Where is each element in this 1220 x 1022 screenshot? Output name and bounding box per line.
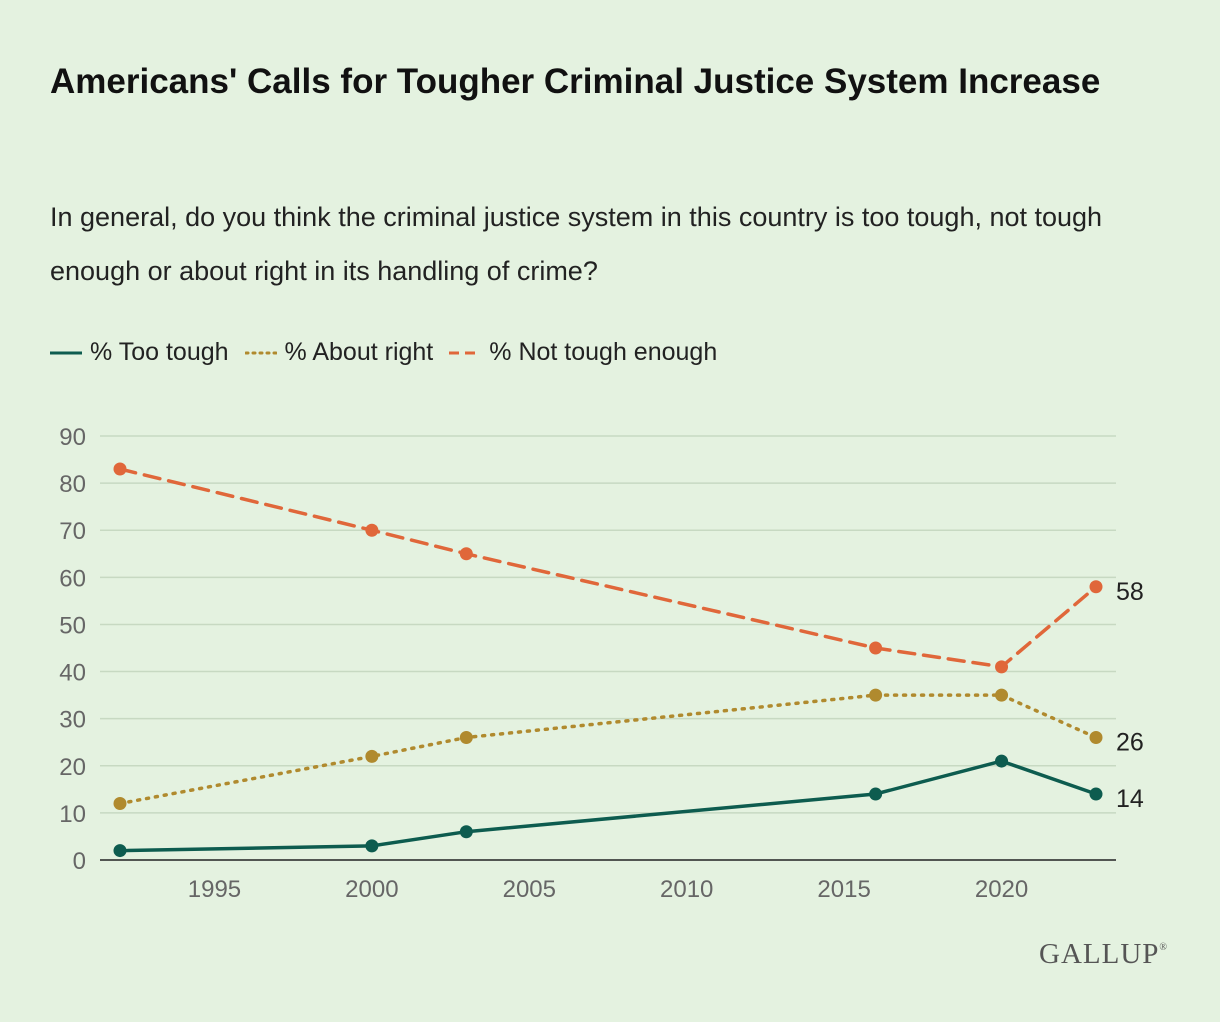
legend: % Too tough % About right % Not tough en… (50, 338, 733, 367)
y-tick-label: 0 (73, 848, 86, 875)
data-point (365, 523, 379, 537)
x-tick-label: 2020 (975, 876, 1028, 903)
y-tick-label: 80 (59, 471, 86, 498)
data-point (459, 547, 473, 561)
y-axis-ticks: 0 10 20 30 40 50 60 70 80 90 (59, 424, 86, 875)
data-point (1089, 580, 1103, 594)
logo-text: GALLUP (1039, 938, 1160, 970)
legend-item-too-tough: % Too tough (50, 338, 229, 367)
y-tick-label: 40 (59, 660, 86, 687)
y-tick-label: 60 (59, 565, 86, 592)
data-point (113, 844, 127, 858)
y-tick-label: 50 (59, 612, 86, 639)
data-point (995, 660, 1009, 674)
gridlines (100, 435, 1116, 861)
data-point (869, 641, 883, 655)
legend-swatch-dotted (244, 351, 277, 354)
y-tick-label: 10 (59, 801, 86, 828)
end-value-label: 14 (1116, 785, 1144, 813)
registered-mark: ® (1159, 942, 1168, 953)
data-point (365, 839, 379, 853)
end-labels: 14 26 58 (1116, 578, 1144, 813)
gallup-logo: GALLUP® (1039, 938, 1168, 971)
data-point (113, 462, 127, 476)
x-tick-label: 2015 (817, 876, 870, 903)
legend-swatch-dashed (449, 351, 482, 354)
x-tick-label: 1995 (188, 876, 241, 903)
data-point (365, 749, 379, 763)
data-point (1089, 731, 1103, 745)
end-value-label: 26 (1116, 729, 1144, 757)
x-tick-label: 2000 (345, 876, 398, 903)
data-point (869, 787, 883, 801)
chart-subtitle: In general, do you think the criminal ju… (50, 202, 1103, 286)
x-tick-label: 2010 (660, 876, 713, 903)
legend-label: % Not tough enough (489, 338, 718, 366)
y-tick-label: 70 (59, 518, 86, 545)
legend-label: % About right (284, 338, 434, 366)
legend-item-about-right: % About right (244, 338, 434, 367)
x-axis-ticks: 1995 2000 2005 2010 2015 2020 (188, 876, 1028, 903)
data-point (459, 825, 473, 839)
legend-item-not-tough-enough: % Not tough enough (449, 338, 717, 367)
data-point (869, 688, 883, 702)
data-point (995, 688, 1009, 702)
y-tick-label: 90 (59, 424, 86, 451)
data-point (113, 796, 127, 810)
data-point (995, 754, 1009, 768)
legend-label: % Too tough (90, 338, 229, 366)
series-line-0 (118, 759, 1098, 853)
legend-swatch-solid (50, 351, 82, 354)
data-point (459, 731, 473, 745)
data-point (1089, 787, 1103, 801)
y-tick-label: 30 (59, 707, 86, 734)
chart-title: Americans' Calls for Tougher Criminal Ju… (50, 62, 1101, 101)
end-value-label: 58 (1116, 578, 1144, 606)
series-line-1 (118, 693, 1098, 806)
series-line-2 (118, 467, 1098, 669)
x-tick-label: 2005 (503, 876, 556, 903)
series-group (113, 462, 1103, 858)
y-tick-label: 20 (59, 754, 86, 781)
